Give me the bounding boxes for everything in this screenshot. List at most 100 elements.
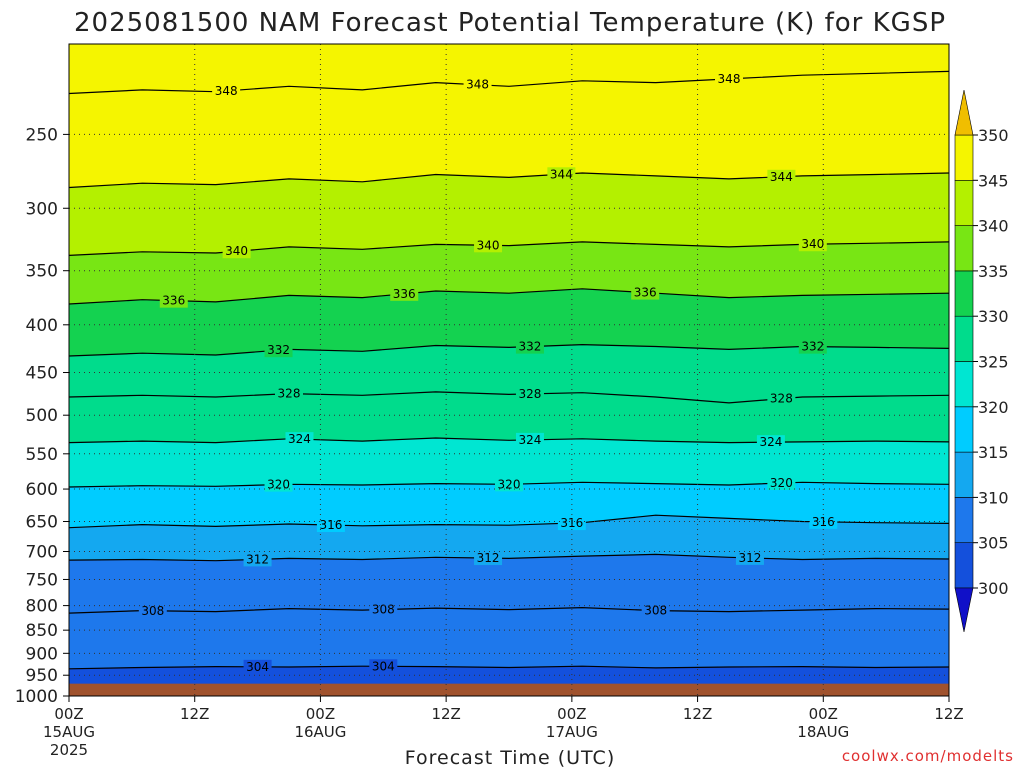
colorbar-label-330: 330 [978,307,1009,326]
contour-label-bg [767,391,796,406]
contour-label-bg [222,244,251,259]
y-tick-label-950: 950 [26,666,58,686]
contour-label-bg [809,514,838,529]
colorbar-bottom-arrow [954,587,974,633]
x-tick-label: 00Z [557,705,586,723]
band-344 [69,71,949,188]
contour-label-bg [495,477,523,492]
y-tick-label-250: 250 [26,125,58,145]
contour-label-bg [369,602,398,617]
contour-label-bg [515,432,544,447]
contour-label-bg [159,293,188,308]
pressure-axis: 250 300 350 400 450 500 550 600 650 700 750 800 850 9… [15,125,69,707]
colorbar-label-350: 350 [978,126,1009,145]
colorbar-label-320: 320 [978,398,1009,417]
contour-label-bg [474,551,503,566]
band-340 [69,173,949,256]
y-tick-label-700: 700 [26,543,58,563]
colorbar-segment-315 [954,406,974,453]
x-tick-date: 16AUG [294,723,346,741]
colorbar-label-310: 310 [978,488,1009,507]
contour-lines: 304 304 308 308 308 312 312 312 316 316 316 320 320 3… [69,70,949,674]
contour-label-bg [547,167,576,182]
contour-label-344: 344 [770,170,793,184]
contour-label-bg [275,386,303,401]
colorbar-legend: 300 305 310 315 320 325 330 335 340 345 350 [954,89,1009,633]
contour-label-320: 320 [498,477,521,491]
x-tick-label: 00Z [809,705,838,723]
contour-label-312: 312 [477,551,500,565]
contour-label-bg [756,435,785,450]
contour-label-bg [798,339,827,354]
contour-label-bg [641,603,670,618]
contour-label-308: 308 [372,603,395,617]
x-tick-date: 15AUG [43,723,95,741]
contour-label-344: 344 [550,167,573,181]
contour-label-348: 348 [466,78,489,92]
contour-label-348: 348 [215,84,238,98]
colorbar-label-335: 335 [978,262,1009,281]
colorbar-segment-320 [954,361,974,408]
contour-label-316: 316 [560,516,583,530]
band-320 [69,438,949,487]
colorbar-segment-325 [954,315,974,362]
contour-label-bg [285,432,314,447]
contour-label-bg [631,285,660,300]
x-tick-date: 17AUG [546,723,598,741]
x-tick-label: 12Z [180,705,209,723]
contour-label-bg [557,516,586,531]
contour-label-bg [767,169,796,184]
contour-label-340: 340 [225,244,248,258]
contour-label-bg [463,77,492,92]
contour-308 [69,606,949,614]
colorbar-segment-335 [954,225,974,272]
temperature-bands [69,44,949,696]
contour-label-316: 316 [319,518,342,532]
contour-label-348: 348 [718,72,741,86]
band-312 [69,515,949,561]
x-tick-label: 12Z [431,705,460,723]
contour-label-308: 308 [644,604,667,618]
contour-label-332: 332 [518,340,541,354]
band-336 [69,241,949,304]
colorbar-label-315: 315 [978,443,1009,462]
contour-label-332: 332 [801,340,824,354]
credit-link[interactable]: coolwx.com/modelts [842,747,1014,765]
band-316 [69,482,949,528]
x-axis-label: Forecast Time (UTC) [405,747,615,768]
contour-label-320: 320 [267,478,290,492]
colorbar-segment-300 [954,542,974,589]
colorbar-segment-345 [954,134,974,181]
ground-surface [69,683,949,696]
y-tick-label-450: 450 [26,364,58,384]
colorbar-label-345: 345 [978,171,1009,190]
ground-fill [69,683,949,696]
band-348 [69,44,949,94]
colorbar-label-305: 305 [978,534,1009,553]
band-324 [69,391,949,443]
contour-336 [69,288,949,305]
band-304 [69,607,949,669]
contour-label-328: 328 [770,392,793,406]
x-tick-year: 2025 [50,741,88,759]
contour-label-328: 328 [278,387,301,401]
x-tick-label: 12Z [683,705,712,723]
contour-label-bg [735,550,764,565]
colorbar-segment-340 [954,180,974,226]
colorbar-label-340: 340 [978,217,1009,236]
x-tick-date: 18AUG [797,723,849,741]
contour-label-304: 304 [246,660,269,674]
contour-label-bg [243,659,272,674]
contour-label-308: 308 [141,604,164,618]
contour-label-336: 336 [393,287,416,301]
contour-label-bg [798,237,827,252]
contour-328 [69,391,949,404]
colorbar-segment-305 [954,497,974,543]
plot-frame [68,43,950,697]
band-308 [69,554,949,614]
y-tick-label-300: 300 [26,199,58,219]
y-tick-label-400: 400 [26,316,58,336]
y-tick-label-850: 850 [26,621,58,641]
contour-312 [69,553,949,562]
